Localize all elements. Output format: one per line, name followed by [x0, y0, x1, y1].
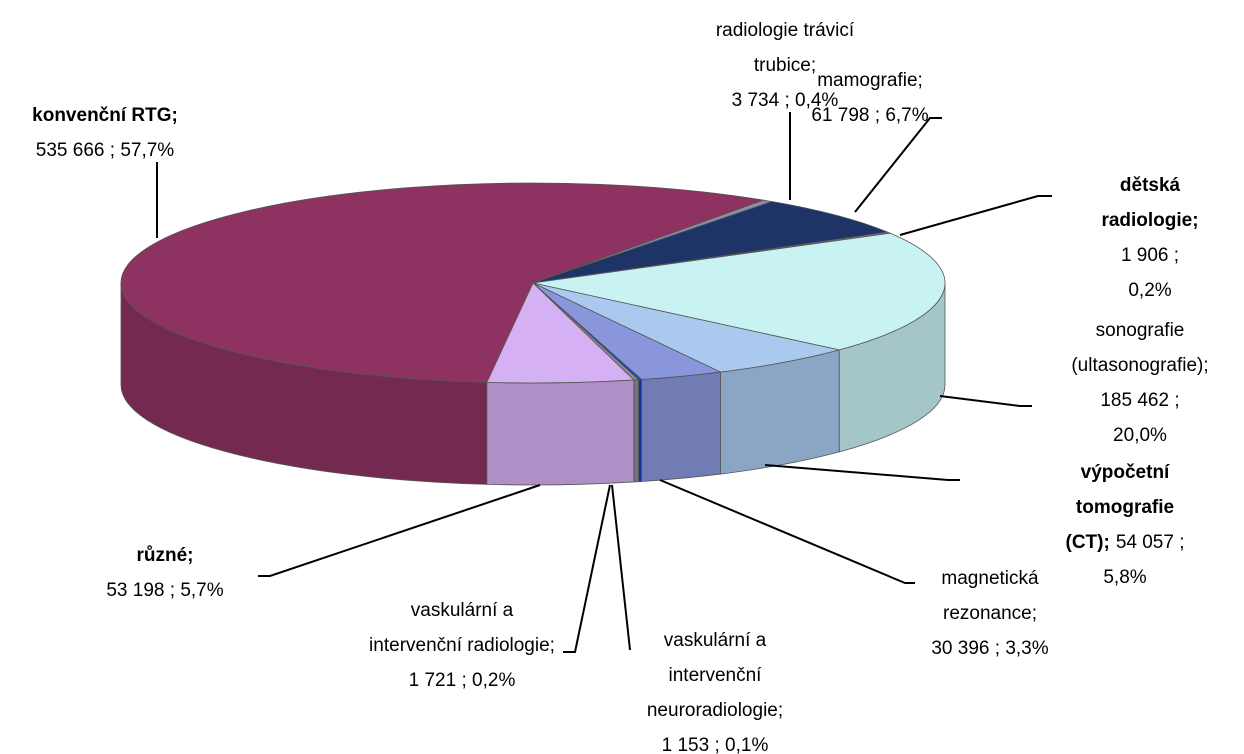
category-label: konvenční RTG; [32, 105, 178, 126]
leader-line [659, 479, 915, 584]
value-label: 1 721 ; 0,2% [408, 670, 516, 691]
category-label: různé; [136, 545, 194, 566]
pie-slice [486, 282, 635, 384]
data-label: radiologie trávicí trubice; 3 734 ; 0,4% [716, 13, 854, 118]
data-label: sonografie (ultasonografie); 185 462 ; 20… [1071, 313, 1208, 453]
value-label: 1 906 ; 0,2% [1120, 245, 1180, 301]
leader-line [899, 195, 1052, 236]
pie-slice [532, 282, 840, 373]
data-label: výpočetní tomografie (CT); 54 057 ; 5,8% [1066, 455, 1185, 595]
category-label: výpočetní tomografie (CT); [1065, 462, 1175, 553]
pie-side [638, 379, 643, 483]
leader-line [563, 484, 611, 653]
data-label: magnetická rezonance; 30 396 ; 3,3% [931, 561, 1048, 666]
category-label: mamografie; [817, 70, 923, 91]
value-label: 3 734 ; 0,4% [731, 90, 839, 111]
value-label: 53 198 ; 5,7% [106, 580, 224, 601]
pie-slice [532, 201, 890, 284]
value-label: 61 798 ; 6,7% [811, 105, 929, 126]
value-label: 185 462 ; 20,0% [1100, 390, 1180, 446]
pie-side [641, 371, 721, 482]
data-label: mamografie; 61 798 ; 6,7% [811, 63, 928, 133]
data-label: vaskulární a intervenční neuroradiologie… [647, 623, 783, 754]
value-label: 1 153 ; 0,1% [661, 735, 769, 754]
leader-line [611, 484, 631, 651]
data-label: konvenční RTG; 535 666 ; 57,7% [32, 98, 178, 168]
pie-side [633, 379, 639, 483]
leader-line [939, 395, 1032, 407]
pie-slice [532, 232, 946, 351]
category-label: vaskulární a intervenční radiologie; [369, 600, 555, 656]
category-label: dětská radiologie; [1101, 175, 1199, 231]
category-label: radiologie trávicí trubice; [715, 20, 855, 76]
data-label: dětská radiologie; 1 906 ; 0,2% [1101, 168, 1198, 308]
leader-line [764, 464, 960, 481]
pie-slice [120, 182, 765, 383]
value-label: 535 666 ; 57,7% [35, 140, 175, 161]
category-label: sonografie (ultasonografie); [1071, 320, 1209, 376]
leader-line [258, 484, 541, 577]
data-label: různé; 53 198 ; 5,7% [106, 538, 223, 608]
leader-line [854, 117, 942, 213]
category-label: vaskulární a intervenční neuroradiologie… [646, 630, 784, 721]
category-label: magnetická rezonance; [941, 568, 1039, 624]
value-label: 30 396 ; 3,3% [931, 638, 1049, 659]
pie-side [486, 379, 635, 486]
value-label: 54 057 ; 5,8% [1103, 532, 1185, 588]
data-label: vaskulární a intervenční radiologie; 1 72… [369, 593, 555, 698]
